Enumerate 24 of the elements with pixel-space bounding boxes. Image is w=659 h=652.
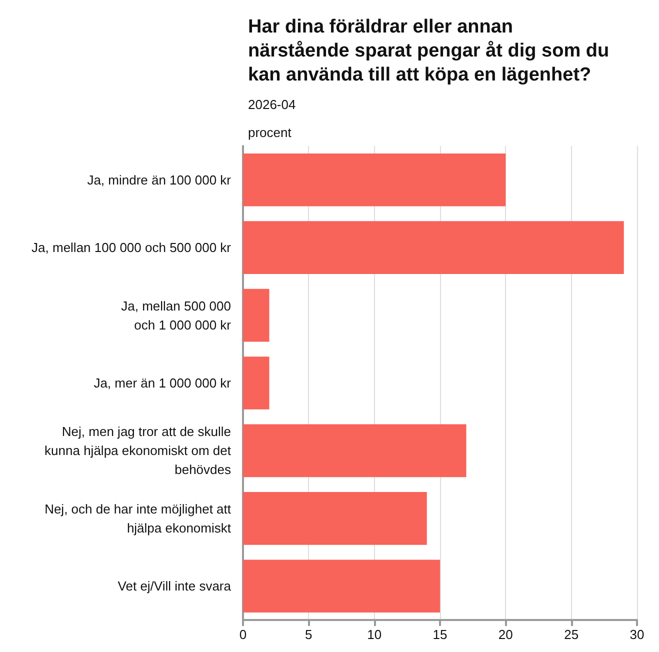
y-axis-title: procent bbox=[248, 125, 292, 140]
chart-subtitle: 2026-04 bbox=[248, 97, 296, 112]
x-tick-label: 30 bbox=[630, 627, 644, 642]
y-tick-label: Nej, men jag tror att de skulle kunna hjälpa ekonomiskt om det behövdes bbox=[44, 424, 232, 478]
bar bbox=[243, 560, 440, 613]
y-tick-label: Ja, mer än 1 000 000 kr bbox=[94, 376, 232, 390]
x-tick-label: 10 bbox=[367, 627, 382, 642]
x-tick-label: 0 bbox=[239, 627, 247, 642]
y-tick-label: Ja, mellan 500 000 och 1 000 000 kr bbox=[121, 298, 232, 332]
bar bbox=[243, 424, 466, 478]
bar bbox=[243, 153, 506, 206]
x-tick-label: 20 bbox=[498, 627, 513, 642]
y-tick-label: Vet ej/Vill inte svara bbox=[118, 578, 232, 594]
bar bbox=[243, 492, 427, 545]
bar bbox=[243, 221, 624, 274]
x-tick-label: 15 bbox=[432, 627, 448, 642]
bar bbox=[243, 288, 270, 342]
y-tick-label: Nej, och de har inte möjlighet att hjälpa ekonomiskt bbox=[44, 501, 232, 536]
y-tick-label: Ja, mellan 100 000 och 500 000 kr bbox=[32, 240, 232, 256]
chart-title: Har dina föräldrar eller annan närstående sparat pengar åt dig som du kan använda till att köpa en lägenhet? bbox=[248, 16, 614, 86]
x-tick-label: 25 bbox=[564, 627, 579, 642]
bar bbox=[243, 356, 270, 410]
y-tick-label: Ja, mindre än 100 000 kr bbox=[87, 172, 232, 188]
x-tick-label: 5 bbox=[305, 627, 312, 642]
